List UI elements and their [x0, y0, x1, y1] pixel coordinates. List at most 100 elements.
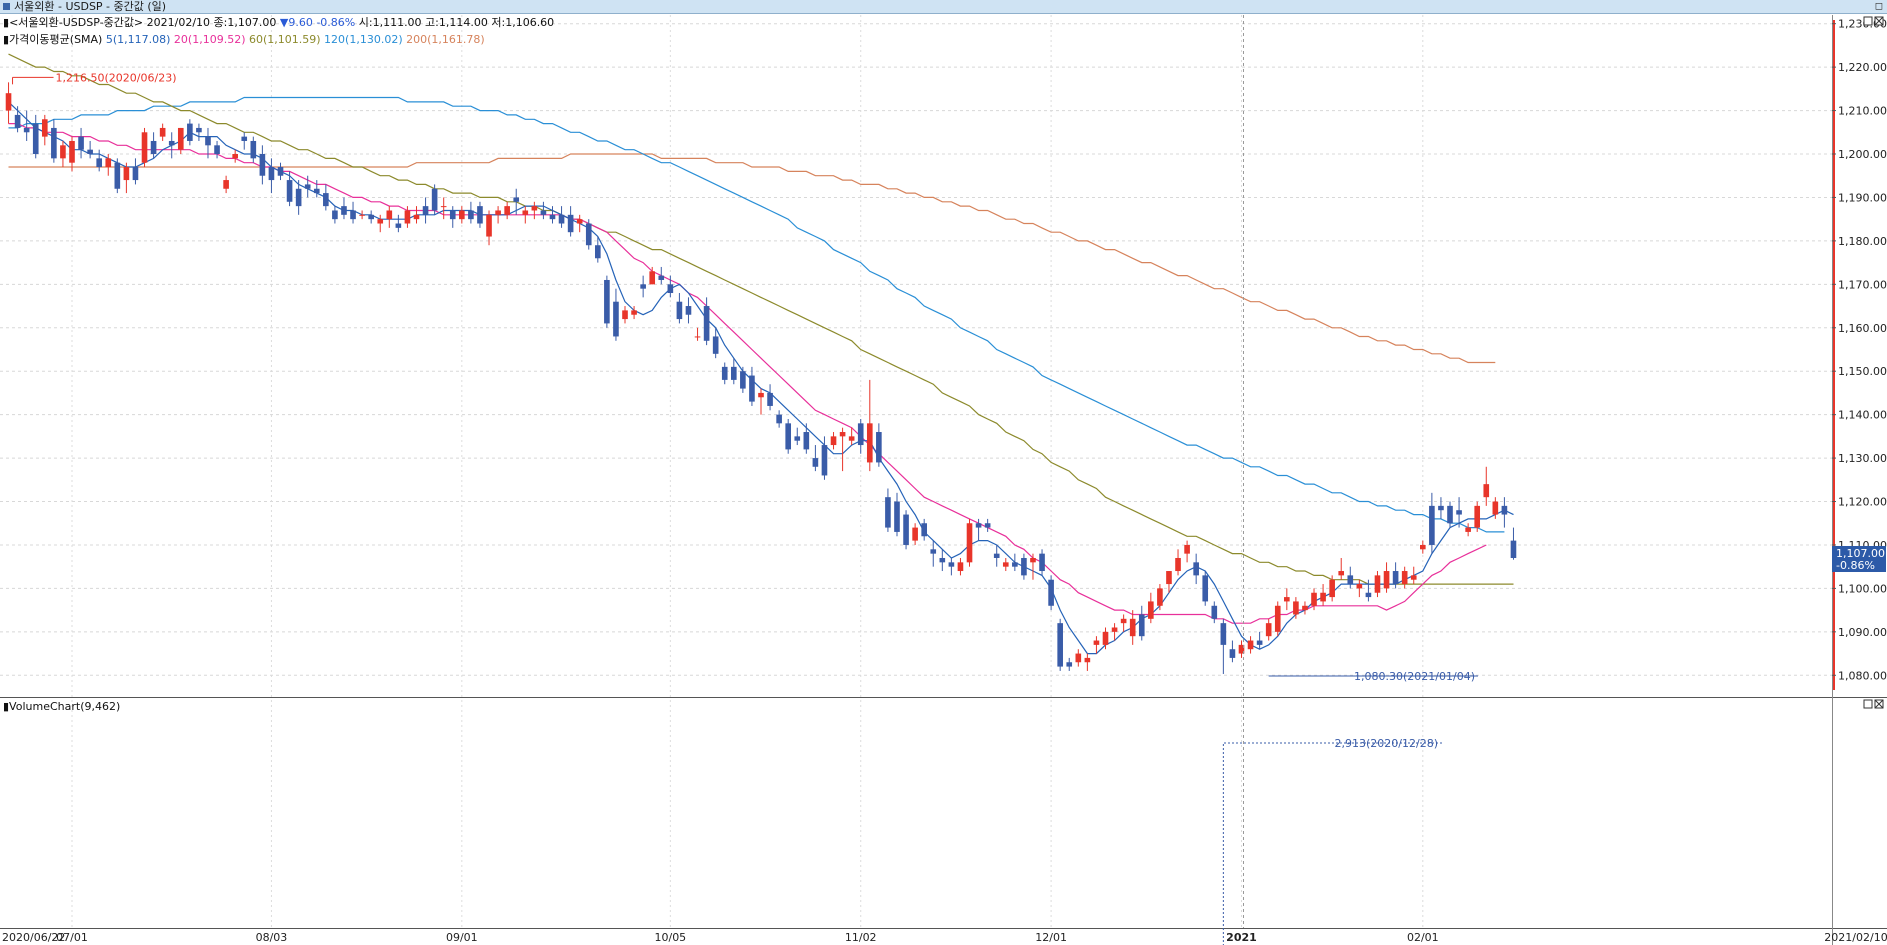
price-tick-label: 1,120.00: [1838, 496, 1887, 509]
candle-body: [1365, 592, 1372, 598]
candle-body: [350, 210, 356, 220]
candle-body: [567, 214, 574, 233]
price-tick-label: 1,190.00: [1838, 191, 1887, 204]
price-tick-label: 1,180.00: [1838, 235, 1887, 248]
restore-icon[interactable]: ◻: [1874, 1, 1883, 12]
candle-body: [286, 180, 293, 202]
candle-body: [1501, 505, 1508, 515]
sma-line-20: [8, 123, 1487, 624]
candle-body: [1129, 618, 1136, 637]
candle-body: [422, 206, 429, 215]
candle-body: [495, 210, 501, 215]
candle-body: [413, 214, 420, 220]
candle-body: [332, 210, 338, 220]
candle-body: [1465, 527, 1471, 532]
candle-body: [1284, 597, 1290, 602]
candle-body: [187, 123, 193, 141]
candle-body: [658, 275, 665, 280]
candle-body: [1256, 640, 1263, 645]
candle-body: [894, 501, 900, 532]
candle-body: [549, 214, 556, 220]
candle-body: [1157, 588, 1163, 606]
sma-legend-item: 120(1,130.02): [321, 33, 403, 46]
price-tick-label: 1,130.00: [1838, 452, 1887, 465]
candle-body: [803, 432, 810, 450]
candle-body: [341, 206, 347, 215]
price-tick-label: 1,160.00: [1838, 322, 1887, 335]
candle-body: [812, 458, 819, 467]
window-title: 서울외환 - USDSP - 중간값 (일): [14, 0, 167, 13]
header-field: <서울외환-USDSP-중간값>: [9, 16, 143, 29]
candle-body: [1166, 571, 1172, 585]
candle-body: [1265, 623, 1272, 637]
time-axis-label: 02/01: [1407, 931, 1439, 944]
candle-body: [123, 167, 130, 181]
time-axis-label: 2020/06/22: [2, 931, 65, 944]
candle-body: [1492, 501, 1499, 515]
header-field: -0.86%: [313, 16, 355, 29]
candle-body: [513, 197, 520, 202]
candle-body: [486, 214, 492, 237]
candle-body: [848, 436, 855, 441]
candle-body: [839, 432, 846, 437]
candle-body: [1030, 557, 1036, 563]
candle-body: [531, 206, 538, 211]
header-field: 2021/02/10: [143, 16, 210, 29]
price-tick-label: 1,150.00: [1838, 365, 1887, 378]
candle-body: [921, 523, 927, 537]
candle-body: [60, 145, 66, 159]
candle-body: [1274, 605, 1281, 632]
candle-body: [758, 392, 764, 398]
candle-body: [250, 140, 257, 159]
price-tick-label: 1,100.00: [1838, 582, 1887, 595]
candle-body: [368, 214, 374, 220]
candle-body: [749, 375, 755, 402]
price-tick-label: 1,200.00: [1838, 148, 1887, 161]
volume-min-annotation: 2,913(2020/12/28): [1335, 737, 1438, 750]
time-axis-label: 2021: [1226, 931, 1257, 944]
price-header: ▮<서울외환-USDSP-중간값> 2021/02/10 종:1,107.00 …: [3, 16, 554, 29]
candle-body: [468, 210, 474, 220]
candle-body: [957, 562, 964, 572]
price-tick-label: 1,080.00: [1838, 669, 1887, 682]
candle-body: [1483, 484, 1490, 498]
candle-body: [1474, 505, 1481, 528]
sma-legend-item: 5(1,117.08): [106, 33, 171, 46]
time-axis-label: 12/01: [1035, 931, 1067, 944]
last-price-badge: [1832, 545, 1886, 572]
candle-body: [277, 167, 284, 176]
candle-body: [504, 206, 510, 215]
candle-body: [96, 158, 103, 168]
candle-body: [87, 149, 93, 155]
candle-body: [1347, 575, 1354, 585]
candle-body: [1202, 575, 1209, 602]
candle-body: [1220, 623, 1227, 645]
candle-body: [386, 210, 393, 220]
candle-body: [885, 497, 891, 528]
candle-body: [721, 366, 728, 380]
candle-body: [323, 193, 329, 207]
candle-body: [159, 127, 166, 137]
sma-legend-title: ▮가격이동평균(SMA): [3, 33, 106, 46]
candle-body: [1510, 540, 1517, 558]
header-field: 저:1,106.60: [488, 16, 554, 29]
candle-body: [585, 223, 592, 246]
candle-body: [522, 210, 529, 215]
candle-body: [1438, 505, 1444, 511]
last-price-change: -0.86%: [1836, 559, 1875, 572]
candle-body: [259, 154, 266, 176]
sma-legend-item: 20(1,109.52): [170, 33, 245, 46]
panel-maximize-icon: [1863, 16, 1873, 26]
candle-body: [558, 214, 565, 224]
close-x-line: [1874, 699, 1884, 709]
time-axis-label: 10/05: [654, 931, 686, 944]
candle-body: [377, 219, 384, 224]
candle-body: [1302, 605, 1308, 611]
candle-body: [359, 214, 365, 216]
candle-body: [1175, 557, 1181, 572]
close-x-line: [1874, 16, 1884, 26]
candle-body: [214, 145, 220, 155]
candle-body: [295, 188, 302, 207]
candle-body: [1356, 584, 1363, 589]
candle-body: [141, 132, 148, 163]
